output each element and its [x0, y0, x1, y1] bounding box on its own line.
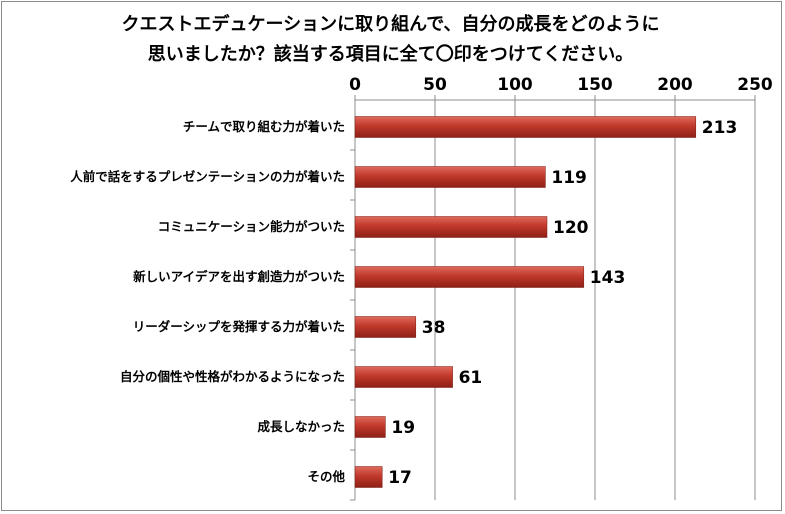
data-label: 213 [702, 118, 738, 138]
category-label: コミュニケーション能力がついた [158, 219, 345, 234]
x-tick-label: 150 [577, 75, 613, 95]
bar [354, 366, 453, 388]
category-label: 自分の個性や性格がわかるようになった [120, 369, 345, 384]
data-label: 143 [590, 268, 626, 288]
bar [354, 166, 546, 188]
category-label: チームで取り組む力が着いた [183, 119, 345, 134]
bar [354, 116, 697, 138]
data-label: 38 [422, 318, 446, 338]
category-label: 成長しなかった [257, 419, 345, 434]
category-label: その他 [307, 469, 345, 484]
x-tick-label: 250 [737, 75, 773, 95]
x-tick-label: 200 [657, 75, 693, 95]
category-label: 人前で話をするプレゼンテーションの力が着いた [70, 169, 345, 184]
chart-title-line-1: クエストエデュケーションに取り組んで、自分の成長をどのように [121, 14, 660, 35]
bar [354, 266, 585, 288]
chart-title: クエストエデュケーションに取り組んで、自分の成長をどのように 思いましたか？該当… [0, 10, 781, 70]
bar [354, 316, 417, 338]
data-label: 61 [459, 368, 483, 388]
data-label: 119 [551, 168, 587, 188]
chart-title-line-2: 思いましたか？該当する項目に全て〇印をつけてください。 [147, 44, 634, 65]
data-label: 17 [388, 468, 412, 488]
x-tick-label: 100 [497, 75, 533, 95]
category-label: 新しいアイデアを出す創造力がついた [133, 269, 345, 284]
x-tick-label: 50 [423, 75, 447, 95]
bar [354, 216, 548, 238]
x-tick-label: 0 [349, 75, 361, 95]
data-label: 19 [391, 418, 415, 438]
bar [354, 466, 383, 488]
bar [354, 416, 386, 438]
data-label: 120 [553, 218, 589, 238]
category-label: リーダーシップを発揮する力が着いた [133, 319, 345, 334]
